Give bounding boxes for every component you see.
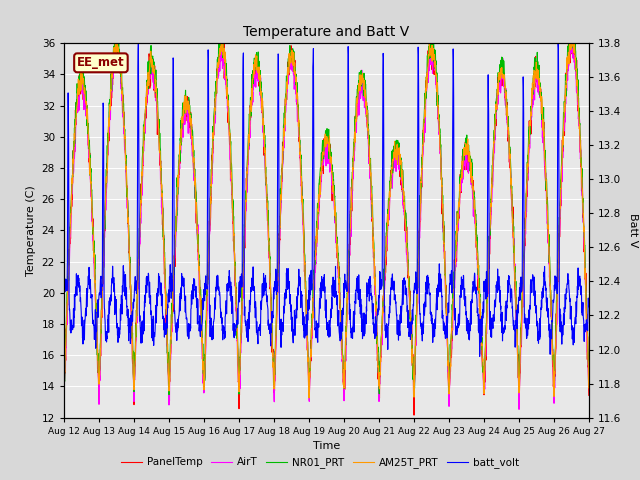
batt_volt (342, 278, 349, 284)
PanelTemp (410, 412, 418, 418)
AirT (585, 376, 593, 382)
AM25T_PRT (353, 96, 361, 102)
batt_volt (479, 309, 487, 315)
batt_volt (554, 201, 561, 207)
PanelTemp (539, 112, 547, 118)
batt_volt (353, 285, 361, 291)
AM25T_PRT (60, 385, 68, 391)
NR01_PRT (165, 392, 173, 397)
AM25T_PRT (207, 194, 214, 200)
Line: AM25T_PRT: AM25T_PRT (64, 35, 589, 398)
NR01_PRT (207, 202, 214, 207)
Y-axis label: Batt V: Batt V (628, 213, 637, 248)
X-axis label: Time: Time (313, 441, 340, 451)
batt_volt (60, 296, 68, 301)
PanelTemp (341, 370, 349, 375)
AM25T_PRT (479, 356, 486, 361)
NR01_PRT (353, 98, 361, 104)
NR01_PRT (585, 377, 593, 383)
NR01_PRT (554, 287, 561, 292)
batt_volt (134, 40, 142, 46)
AirT (479, 362, 486, 368)
NR01_PRT (539, 110, 547, 116)
batt_volt (207, 323, 214, 328)
NR01_PRT (479, 369, 486, 375)
batt_volt (539, 286, 547, 291)
AM25T_PRT (585, 385, 593, 391)
Line: PanelTemp: PanelTemp (64, 26, 589, 415)
Title: Temperature and Batt V: Temperature and Batt V (243, 25, 410, 39)
Line: AirT: AirT (64, 41, 589, 409)
NR01_PRT (342, 338, 349, 344)
AirT (207, 214, 214, 219)
AirT (341, 365, 349, 371)
NR01_PRT (60, 386, 68, 392)
PanelTemp (554, 291, 561, 297)
PanelTemp (567, 24, 575, 29)
batt_volt (476, 354, 483, 360)
Y-axis label: Temperature (C): Temperature (C) (26, 185, 36, 276)
AirT (353, 114, 360, 120)
PanelTemp (207, 221, 214, 227)
PanelTemp (353, 108, 360, 113)
AM25T_PRT (539, 118, 547, 124)
NR01_PRT (566, 27, 574, 33)
PanelTemp (60, 378, 68, 384)
PanelTemp (585, 393, 593, 398)
AM25T_PRT (554, 287, 561, 292)
PanelTemp (479, 369, 486, 374)
AirT (515, 407, 523, 412)
Line: batt_volt: batt_volt (64, 43, 589, 357)
batt_volt (585, 297, 593, 303)
AirT (568, 38, 576, 44)
AM25T_PRT (342, 344, 349, 349)
Text: EE_met: EE_met (77, 56, 125, 69)
AirT (539, 126, 547, 132)
AirT (554, 300, 561, 305)
AirT (60, 390, 68, 396)
Line: NR01_PRT: NR01_PRT (64, 30, 589, 395)
AM25T_PRT (305, 395, 313, 401)
AM25T_PRT (567, 32, 575, 37)
Legend: PanelTemp, AirT, NR01_PRT, AM25T_PRT, batt_volt: PanelTemp, AirT, NR01_PRT, AM25T_PRT, ba… (117, 453, 523, 472)
